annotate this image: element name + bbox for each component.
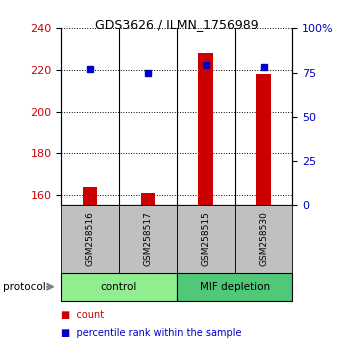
Text: control: control bbox=[101, 282, 137, 292]
Text: protocol: protocol bbox=[3, 282, 46, 292]
Text: GSM258517: GSM258517 bbox=[143, 211, 152, 267]
Text: GSM258516: GSM258516 bbox=[86, 211, 95, 267]
Bar bbox=[256, 74, 271, 205]
Text: GSM258515: GSM258515 bbox=[201, 211, 210, 267]
Bar bbox=[199, 53, 213, 205]
Text: ■  count: ■ count bbox=[61, 310, 104, 320]
Text: MIF depletion: MIF depletion bbox=[200, 282, 270, 292]
Bar bbox=[83, 187, 97, 205]
Bar bbox=[141, 193, 155, 205]
Text: GDS3626 / ILMN_1756989: GDS3626 / ILMN_1756989 bbox=[95, 18, 259, 31]
Text: ■  percentile rank within the sample: ■ percentile rank within the sample bbox=[61, 328, 242, 338]
Text: GSM258530: GSM258530 bbox=[259, 211, 268, 267]
